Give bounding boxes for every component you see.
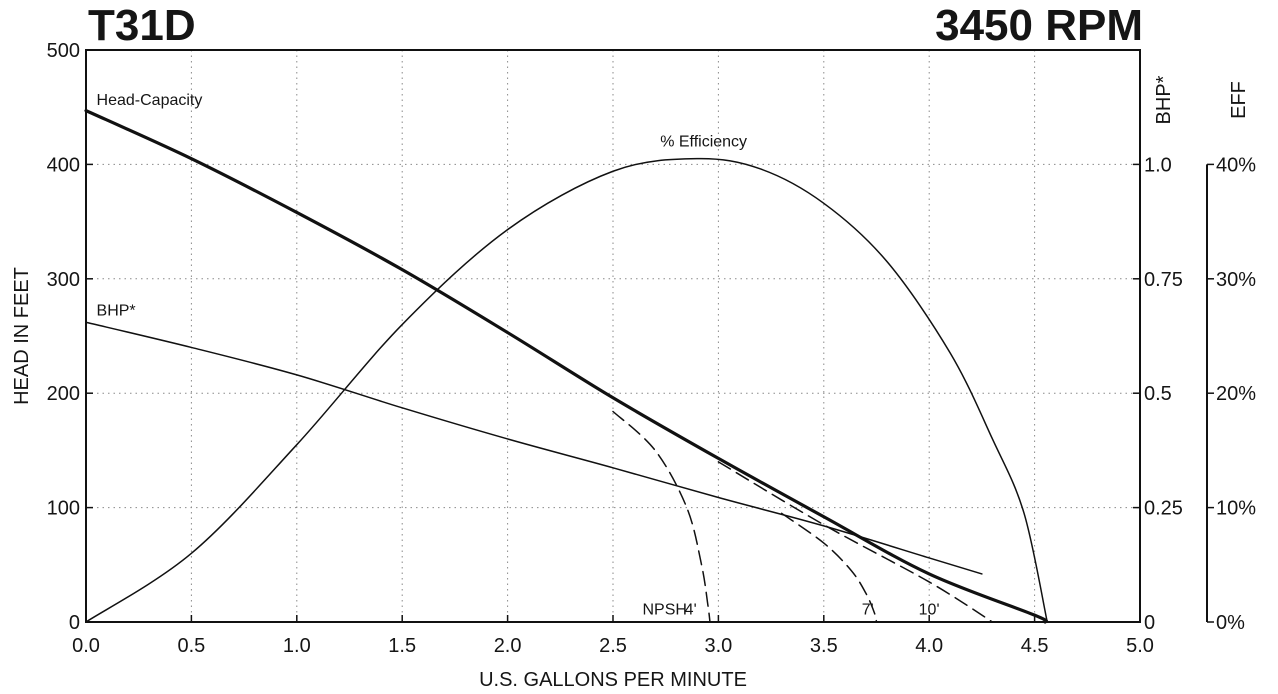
y-tick-label: 100: [47, 498, 80, 520]
x-tick-label: 0.5: [177, 635, 205, 657]
annotation-npsh: NPSH: [643, 601, 687, 618]
series-line-npsh-4: [612, 410, 711, 623]
y2-tick-label: 0: [1144, 612, 1155, 634]
x-tick-label: 1.0: [283, 635, 311, 657]
chart-subtitle: 3450 RPM: [935, 1, 1143, 50]
y2-axis-label: BHP*: [1153, 75, 1175, 124]
y2-tick-label: 1.0: [1144, 154, 1172, 176]
x-tick-label: 4.5: [1021, 635, 1049, 657]
annotation-efficiency: % Efficiency: [660, 133, 747, 150]
annotation-4: 4': [685, 601, 697, 618]
series-line-10: [717, 461, 994, 623]
axes: [85, 49, 1214, 623]
y-tick-label: 200: [47, 383, 80, 405]
x-tick-label: 0.0: [72, 635, 100, 657]
annotation-head-capacity: Head-Capacity: [97, 92, 203, 109]
series-line-efficiency: [85, 157, 1048, 623]
chart-title: T31D: [88, 1, 196, 50]
x-tick-label: 4.0: [915, 635, 943, 657]
y3-tick-label: 30%: [1216, 269, 1256, 291]
y3-tick-label: 0%: [1216, 612, 1245, 634]
annotation-bhp: BHP*: [97, 303, 136, 320]
y3-axis-label: EFF: [1228, 81, 1250, 119]
annotation-7: 7': [862, 601, 874, 618]
series-lines: [84, 109, 1049, 624]
x-tick-label: 3.0: [704, 635, 732, 657]
y-tick-label: 500: [47, 40, 80, 62]
x-axis-label: U.S. GALLONS PER MINUTE: [479, 669, 747, 691]
y2-tick-label: 0.5: [1144, 383, 1172, 405]
y2-tick-label: 0.25: [1144, 498, 1183, 520]
series-line-head-capacity: [84, 109, 1049, 624]
x-tick-label: 2.0: [494, 635, 522, 657]
annotation-10: 10': [919, 601, 940, 618]
y-tick-label: 0: [69, 612, 80, 634]
y-axis-label: HEAD IN FEET: [11, 267, 33, 405]
grid-lines: [86, 50, 1140, 622]
series-line-7: [780, 512, 878, 623]
y3-tick-label: 40%: [1216, 154, 1256, 176]
series-line-bhp: [85, 321, 983, 575]
y2-tick-label: 0.75: [1144, 269, 1183, 291]
x-tick-label: 2.5: [599, 635, 627, 657]
y-tick-label: 400: [47, 154, 80, 176]
chart-labels: 0.0 0.5 1.0 1.5 2.0 2.5 3.0 3.5 4.0 4.5 5.00100200…: [11, 40, 1256, 691]
y-tick-label: 300: [47, 269, 80, 291]
x-tick-label: 1.5: [388, 635, 416, 657]
y3-tick-label: 10%: [1216, 498, 1256, 520]
x-tick-label: 5.0: [1126, 635, 1154, 657]
x-tick-label: 3.5: [810, 635, 838, 657]
y3-tick-label: 20%: [1216, 383, 1256, 405]
